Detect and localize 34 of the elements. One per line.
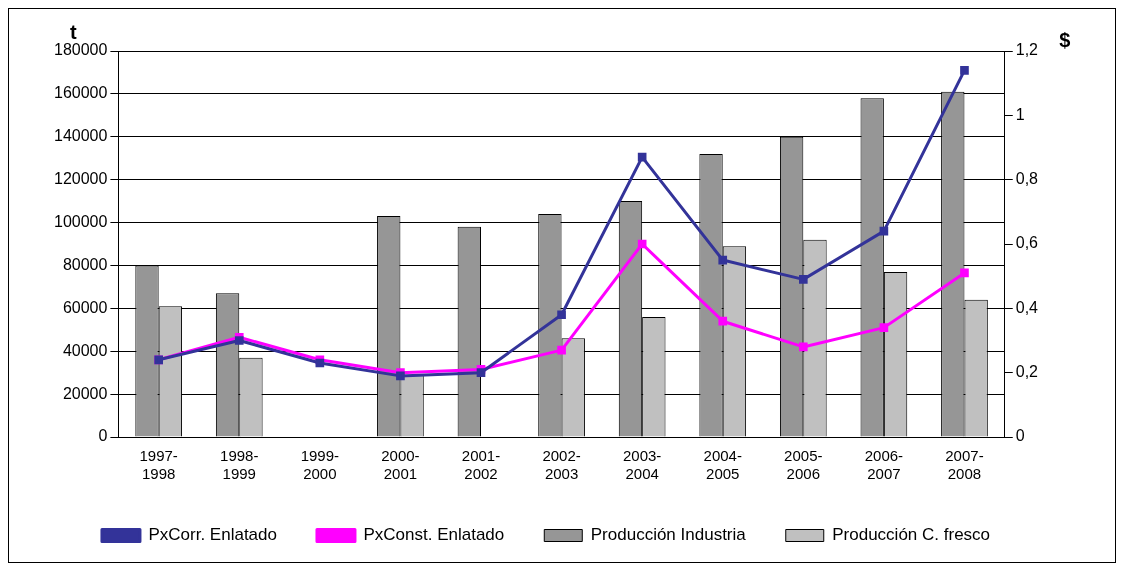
y2-tick-label: 1,2 [1015, 41, 1039, 59]
y-tick-label: 160000 [54, 84, 108, 102]
y-tick-label: 0 [98, 427, 108, 445]
x-tick-label: 2003-2004 [622, 447, 662, 483]
y2-tick-label: 0,2 [1015, 363, 1039, 381]
legend-label: PxConst. Enlatado [363, 525, 505, 545]
x-tick-label: 2002-2003 [542, 447, 581, 483]
y-tick-label: 40000 [62, 341, 108, 359]
x-tick-label: 2004-2005 [703, 447, 742, 483]
legend-label: Producción C. fresco [832, 525, 991, 545]
x-tick-label: 1999-2000 [300, 447, 340, 483]
x-tick-label: 2000-2001 [381, 447, 420, 483]
y2-axis-title: $ [1059, 28, 1071, 51]
y-tick-label: 20000 [62, 384, 108, 402]
y2-tick-label: 0 [1015, 427, 1025, 445]
y-axis-title: t [70, 20, 78, 43]
y-tick-label: 140000 [54, 127, 108, 145]
legend-label: PxCorr. Enlatado [148, 525, 277, 545]
y-tick-label: 120000 [54, 170, 108, 188]
y-tick-label: 180000 [54, 41, 108, 59]
x-tick-label: 1997-1998 [139, 447, 178, 483]
x-tick-label: 1998-1999 [220, 447, 259, 483]
y2-tick-label: 1 [1015, 105, 1025, 123]
x-tick-label: 2001-2002 [461, 447, 501, 483]
legend-label: Producción Industria [590, 525, 747, 545]
y-tick-label: 80000 [62, 255, 108, 273]
x-tick-label: 2005-2006 [784, 447, 823, 483]
y2-tick-label: 0,6 [1015, 234, 1039, 252]
y-tick-label: 100000 [54, 212, 108, 230]
x-tick-label: 2007-2008 [945, 447, 984, 483]
y2-tick-label: 0,8 [1015, 170, 1039, 188]
x-tick-label: 2006-2007 [864, 447, 904, 483]
y-tick-label: 60000 [62, 298, 108, 316]
y2-tick-label: 0,4 [1015, 298, 1039, 316]
